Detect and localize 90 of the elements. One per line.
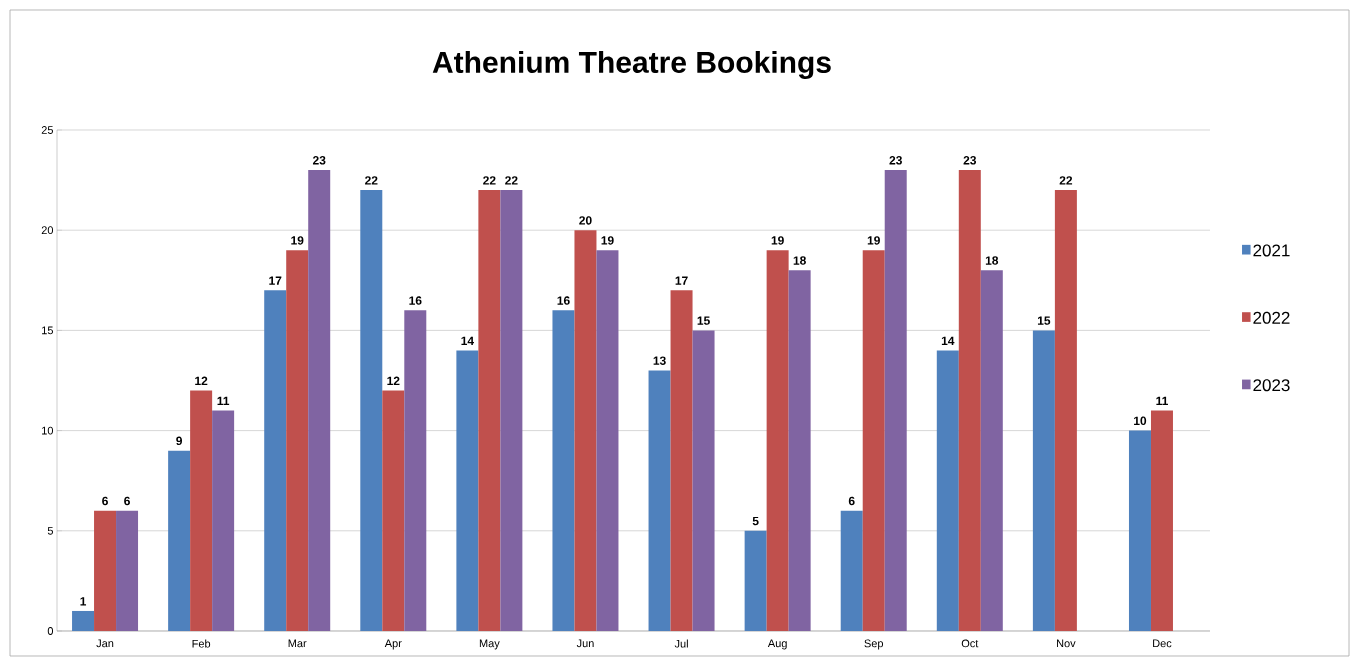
data-label: 18 [985,256,999,265]
x-tick-label: Oct [961,639,979,648]
bar [286,250,309,631]
bar [1032,330,1055,631]
x-tick-label: May [479,639,500,650]
data-label: 23 [312,156,326,165]
x-tick-label: Jul [674,639,688,648]
x-tick-label: Aug [767,639,787,650]
x-tick-label: Dec [1153,639,1172,648]
data-label: 19 [867,236,880,245]
data-label: 17 [675,276,688,285]
data-label: 22 [1059,176,1073,185]
data-label: 23 [889,156,902,165]
bar [788,270,811,631]
data-label: 22 [505,176,518,185]
data-label: 22 [365,176,378,185]
y-tick-label: 10 [42,426,54,435]
data-label: 19 [291,236,304,245]
bar [404,310,427,631]
data-label: 18 [793,256,806,265]
bar [382,390,405,631]
data-label: 15 [697,316,710,325]
bar [94,510,117,631]
legend-label: 2023 [1253,379,1290,392]
y-tick-label: 0 [47,627,54,635]
bar [190,390,213,631]
data-label: 22 [483,176,496,185]
x-tick-label: Mar [288,639,307,648]
bar [936,350,959,631]
data-label: 6 [124,496,130,506]
data-label: 12 [195,376,208,385]
chart-title: Athenium Theatre Bookings [432,50,831,80]
bar [744,530,767,631]
y-tick-label: 15 [42,326,53,335]
data-label: 11 [217,396,230,406]
bar [1128,430,1151,631]
bar [212,410,235,631]
bar [766,250,789,631]
bar [884,170,907,631]
legend-label: 2021 [1253,244,1290,257]
bar [552,310,575,631]
bar [670,290,693,631]
bar [862,250,885,631]
bar [1054,190,1077,631]
bar [264,290,287,631]
data-label: 15 [1037,316,1051,325]
x-tick-label: Feb [192,639,211,648]
data-label: 13 [653,356,666,365]
y-tick-label: 25 [41,126,53,134]
data-label: 16 [409,296,422,305]
x-tick-label: Jun [576,639,594,648]
bar [360,190,383,631]
y-tick-label: 20 [41,226,54,235]
data-label: 17 [269,276,282,285]
bar [478,190,501,631]
data-label: 5 [752,516,759,526]
data-label: 14 [461,336,474,345]
bar [456,350,479,631]
y-tick-label: 5 [47,526,53,535]
x-tick-label: Apr [384,639,402,650]
x-tick-label: Nov [1057,639,1076,648]
x-tick-label: Jan [96,639,114,648]
data-label: 23 [963,156,977,165]
x-tick-label: Sep [864,639,884,650]
legend-label: 2022 [1253,311,1290,324]
bar [1150,410,1173,631]
bar [958,170,981,631]
bar [840,510,863,631]
data-label: 9 [176,436,183,446]
bar [500,190,523,631]
data-label: 16 [557,296,570,305]
data-label: 10 [1134,416,1147,426]
data-label: 1 [80,597,87,606]
data-label: 14 [941,336,955,345]
bar [596,250,619,631]
bar [116,510,139,631]
bar [648,370,671,631]
bar [168,450,191,631]
data-label: 19 [771,236,784,245]
bar [308,170,331,631]
data-label: 6 [102,496,108,506]
data-label: 19 [601,236,614,245]
bar [980,270,1003,631]
data-label: 12 [387,376,400,385]
data-label: 6 [848,496,855,506]
bar [574,230,597,631]
data-label: 11 [1156,396,1168,406]
bar [72,610,95,631]
data-label: 20 [579,216,592,225]
bar [692,330,715,631]
